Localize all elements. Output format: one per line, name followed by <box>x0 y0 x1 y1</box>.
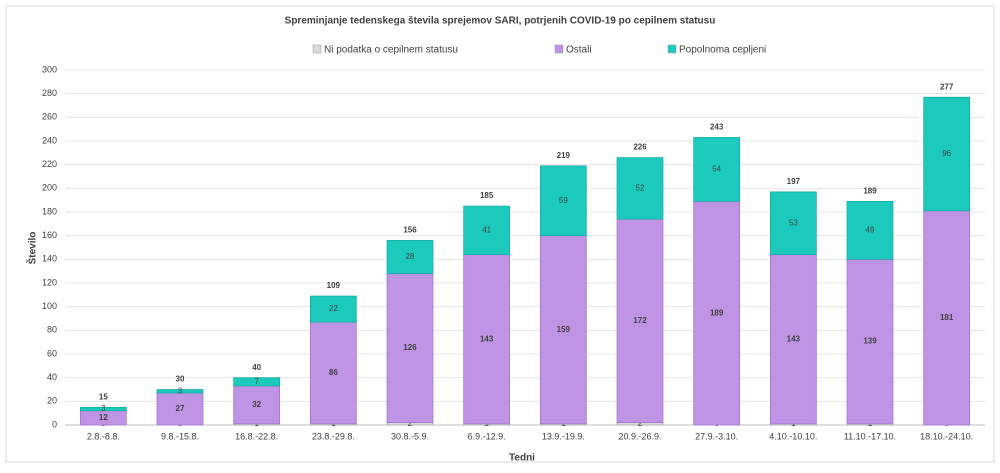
x-tick-label: 18.10.-24.10. <box>920 431 973 441</box>
x-tick-label: 13.9.-19.9. <box>542 431 585 441</box>
bar-segment <box>616 157 664 220</box>
bar-segment <box>693 137 741 202</box>
total-label: 197 <box>787 177 801 186</box>
bar-segment <box>539 235 587 425</box>
y-tick-label: 200 <box>42 183 57 193</box>
total-label: 40 <box>252 363 261 372</box>
data-label: 143 <box>787 334 801 343</box>
x-tick-label: 4.10.-10.10. <box>769 431 817 441</box>
y-tick-label: 160 <box>42 230 57 240</box>
data-label: 52 <box>636 183 645 192</box>
data-label: 172 <box>633 316 647 325</box>
x-tick-label: 11.10.-17.10. <box>844 431 896 441</box>
y-tick-label: 180 <box>42 206 57 216</box>
data-label: 143 <box>480 334 494 343</box>
total-label: 226 <box>633 143 647 152</box>
bar-segment <box>463 254 511 425</box>
data-label: 3 <box>178 386 183 395</box>
legend-label: Popolnoma cepljeni <box>679 45 766 56</box>
bar-segment <box>846 201 894 260</box>
y-tick-label: 240 <box>42 135 57 145</box>
bar-segment <box>539 165 587 237</box>
data-label: 49 <box>866 225 875 234</box>
legend-swatch <box>312 44 322 54</box>
bar-segment <box>616 218 664 423</box>
bar-segment <box>233 385 281 425</box>
x-tick-label: 23.8.-29.8. <box>312 431 355 441</box>
x-tick-label: 6.9.-12.9. <box>468 431 506 441</box>
bar-segment <box>693 201 741 426</box>
legend-swatch <box>667 44 677 54</box>
bar-segment <box>386 273 434 423</box>
y-tick-label: 280 <box>42 88 57 98</box>
legend-label: Ni podatka o cepilnem statusu <box>324 45 458 56</box>
bar-segment <box>386 240 434 274</box>
total-label: 219 <box>557 151 571 160</box>
y-tick-label: 260 <box>42 112 57 122</box>
bar-segment <box>769 254 817 425</box>
y-tick-label: 300 <box>42 64 57 74</box>
chart-title: Spreminjanje tedenskega števila sprejemo… <box>285 16 716 27</box>
x-tick-label: 9.8.-15.8. <box>161 431 199 441</box>
y-tick-label: 120 <box>42 277 57 287</box>
total-label: 15 <box>99 392 108 401</box>
legend-swatch <box>554 44 564 54</box>
legend-label: Ostali <box>566 45 592 56</box>
total-label: 30 <box>176 375 185 384</box>
y-tick-label: 20 <box>47 396 57 406</box>
data-label: 27 <box>176 404 185 413</box>
data-label: 2 <box>408 419 413 428</box>
y-tick-label: 100 <box>42 301 57 311</box>
data-label: 12 <box>99 413 108 422</box>
x-tick-label: 16.8.-22.8. <box>235 431 278 441</box>
data-label: 28 <box>406 252 415 261</box>
bar-segment <box>463 205 511 255</box>
bar-segment <box>309 295 357 323</box>
total-label: 185 <box>480 191 494 200</box>
bar-segment <box>769 191 817 255</box>
y-tick-label: 40 <box>47 372 57 382</box>
bar-segment <box>156 389 204 394</box>
y-tick-label: 80 <box>47 325 57 335</box>
data-label: 86 <box>329 368 338 377</box>
data-label: 53 <box>789 218 798 227</box>
y-tick-label: 60 <box>47 348 57 358</box>
y-axis-label: Število <box>26 232 39 265</box>
data-label: 189 <box>710 308 724 317</box>
y-tick-label: 220 <box>42 159 57 169</box>
bar-segment <box>923 210 971 426</box>
data-label: 2 <box>638 419 643 428</box>
bar-segment <box>923 96 971 212</box>
data-label: 41 <box>482 225 491 234</box>
data-label: 3 <box>101 404 106 413</box>
data-label: 54 <box>712 165 721 174</box>
data-label: 32 <box>252 400 261 409</box>
y-tick-label: 0 <box>52 419 57 429</box>
total-label: 109 <box>327 281 341 290</box>
total-label: 277 <box>940 82 954 91</box>
bar-segment <box>79 406 127 412</box>
data-label: 59 <box>559 196 568 205</box>
x-axis-label: Tedni <box>509 453 535 464</box>
y-tick-label: 140 <box>42 254 57 264</box>
total-label: 243 <box>710 123 724 132</box>
total-label: 189 <box>863 186 877 195</box>
x-tick-label: 30.8.-5.9. <box>391 431 429 441</box>
data-label: 139 <box>863 337 877 346</box>
data-label: 96 <box>942 149 951 158</box>
x-tick-label: 27.9.-3.10. <box>695 431 738 441</box>
data-label: 22 <box>329 304 338 313</box>
x-tick-label: 2.8.-8.8. <box>87 431 120 441</box>
data-label: 181 <box>940 313 954 322</box>
data-label: 7 <box>254 377 259 386</box>
data-label: 126 <box>403 343 417 352</box>
bar-segment <box>233 377 281 387</box>
bar-segment <box>309 321 357 425</box>
data-label: 159 <box>557 325 571 334</box>
total-label: 156 <box>403 226 417 235</box>
x-tick-label: 20.9.-26.9. <box>618 431 661 441</box>
